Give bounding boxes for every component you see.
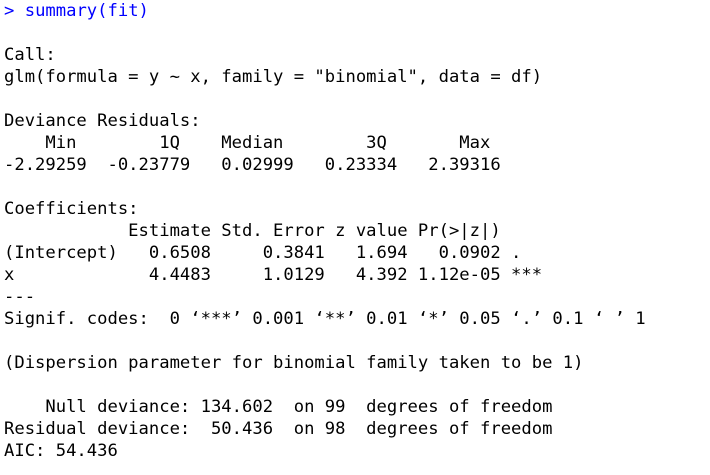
output-line: AIC: 54.436 (4, 441, 118, 461)
prompt-symbol: > (4, 1, 15, 21)
output-line (4, 22, 708, 44)
console-output: Call: glm(formula = y ~ x, family = "bino… (4, 22, 708, 462)
output-line: Call: (4, 45, 56, 65)
output-line: Residual deviance: 50.436 on 98 degrees … (4, 419, 553, 439)
output-line: (Intercept) 0.6508 0.3841 1.694 0.0902 . (4, 243, 543, 263)
output-line: Deviance Residuals: (4, 111, 201, 131)
output-line: Min 1Q Median 3Q Max (4, 133, 512, 153)
output-line: -2.29259 -0.23779 0.02999 0.23334 2.3931… (4, 155, 522, 175)
output-line (4, 176, 708, 198)
output-line (4, 330, 708, 352)
r-console[interactable]: > summary(fit) Call: glm(formula = y ~ x,… (4, 0, 708, 475)
output-line: x 4.4483 1.0129 4.392 1.12e-05 *** (4, 265, 543, 285)
output-line: glm(formula = y ~ x, family = "binomial"… (4, 67, 543, 87)
command-line: > summary(fit) (4, 0, 708, 22)
output-line (4, 88, 708, 110)
output-line: (Dispersion parameter for binomial famil… (4, 353, 584, 373)
output-line: --- (4, 287, 36, 307)
output-line (4, 374, 708, 396)
output-line: Coefficients: (4, 199, 139, 219)
command-text: summary(fit) (24, 1, 149, 21)
output-line: Signif. codes: 0 ‘***’ 0.001 ‘**’ 0.01 ‘… (4, 309, 646, 329)
output-line: Estimate Std. Error z value Pr(>|z|) (4, 221, 543, 241)
output-line: Null deviance: 134.602 on 99 degrees of … (4, 397, 553, 417)
